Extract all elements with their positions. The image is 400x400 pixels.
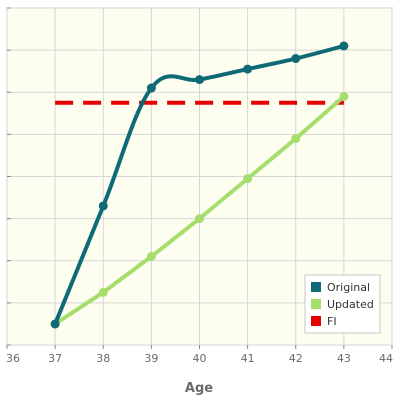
legend: Original Updated FI: [304, 274, 381, 334]
data-point-updated: [195, 214, 204, 224]
legend-label-original: Original: [327, 281, 370, 294]
x-tick-label: 37: [48, 352, 62, 365]
data-point-updated: [98, 287, 108, 297]
data-point-original: [339, 41, 349, 51]
axis-ticks: 36 37 38 39 40 41 42 43 44: [6, 7, 393, 365]
data-point-updated: [146, 252, 156, 262]
data-point-original: [146, 83, 156, 93]
x-tick-label: 42: [289, 352, 303, 365]
x-tick-label: 44: [379, 352, 393, 365]
x-axis-label: Age: [185, 381, 213, 396]
x-tick-label: 36: [6, 352, 20, 365]
data-point-original: [50, 319, 60, 329]
legend-label-fi: FI: [327, 315, 337, 328]
x-tick-label: 41: [241, 352, 255, 365]
data-point-updated: [339, 91, 349, 101]
x-tick-label: 43: [337, 352, 351, 365]
x-tick-label: 38: [96, 352, 110, 365]
data-point-original: [291, 54, 301, 64]
data-point-original: [243, 64, 253, 74]
data-point-updated: [243, 174, 253, 184]
data-point-original: [98, 201, 108, 211]
data-point-original: [195, 75, 204, 85]
data-point-updated: [291, 134, 301, 144]
series-layer: [50, 41, 349, 329]
legend-swatch-original: [311, 282, 321, 292]
legend-swatch-updated: [311, 299, 321, 309]
legend-swatch-fi: [311, 316, 321, 326]
x-tick-label: 39: [144, 352, 158, 365]
x-tick-label: 40: [193, 352, 207, 365]
legend-label-updated: Updated: [327, 298, 374, 311]
